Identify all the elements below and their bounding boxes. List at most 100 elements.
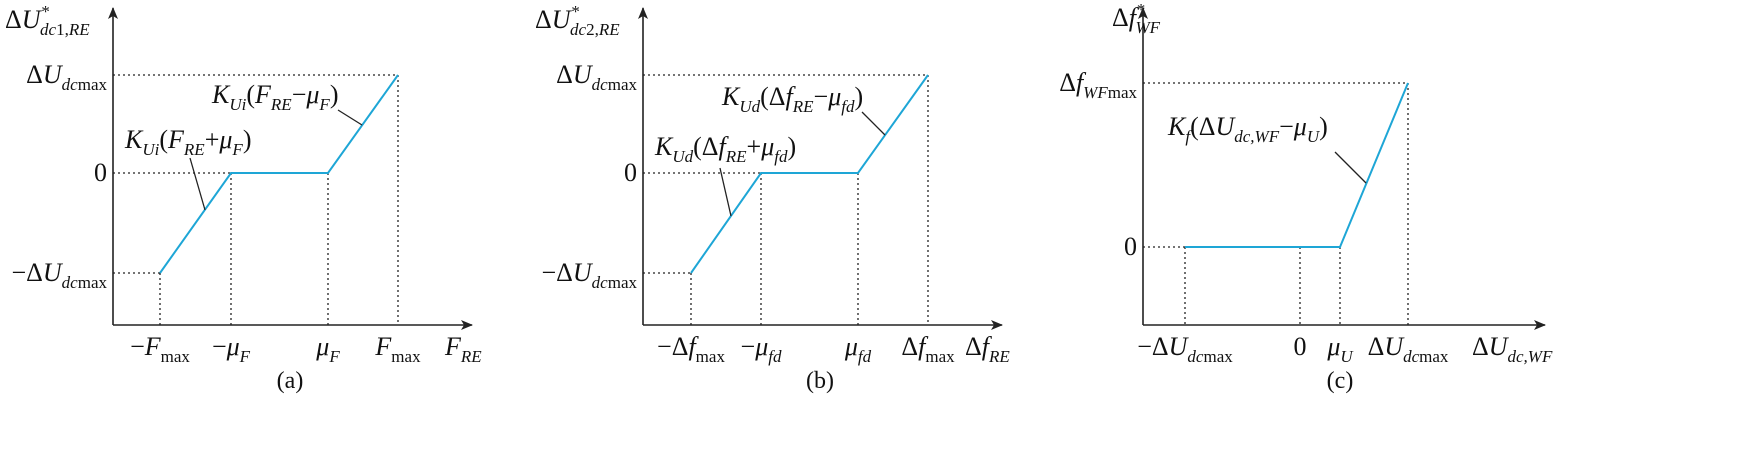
label-part: ( <box>159 125 168 154</box>
label-part: + <box>747 132 762 161</box>
annotation-pointer <box>189 157 206 211</box>
label-part: dc <box>1403 347 1420 366</box>
label-part: Δ <box>556 60 573 89</box>
label-part: f <box>688 332 699 361</box>
label-part: Ui <box>142 140 159 159</box>
y-axis-label: Δf* WF <box>1112 0 1161 37</box>
label-part: 0 <box>624 158 637 187</box>
label-part: f <box>1076 68 1087 97</box>
annotation-pointer <box>337 109 363 126</box>
label-part: Δ <box>965 332 982 361</box>
label-part: K <box>211 80 231 109</box>
label-part: Δ <box>5 5 22 34</box>
label-part: F <box>167 125 185 154</box>
label-part: F <box>328 347 340 366</box>
annotation: KUd(ΔfRE+μfd) <box>654 132 796 166</box>
label-part: (Δ <box>693 132 718 161</box>
label-part: −Δ <box>542 258 573 287</box>
y-tick-label: 0 <box>1124 232 1137 261</box>
label-part: U <box>1384 332 1405 361</box>
x-tick-label: −μF <box>212 332 251 366</box>
label-part: K <box>1167 112 1187 141</box>
label-part: max <box>391 347 421 366</box>
label-part: f <box>918 332 929 361</box>
x-axis-label: FRE <box>444 332 482 366</box>
label-part: μ <box>1326 332 1340 361</box>
label-part: U <box>573 60 594 89</box>
label-part: Δ <box>901 332 918 361</box>
label-part: Δ <box>26 60 43 89</box>
label-part: f <box>982 332 993 361</box>
label-part: fd <box>774 147 788 166</box>
label-part: max <box>78 273 108 292</box>
label-part: 0 <box>94 158 107 187</box>
x-tick-label: 0 <box>1294 332 1307 361</box>
label-part: U <box>22 5 43 34</box>
caption: (a) <box>277 368 304 394</box>
annotation: KUi(FRE+μF) <box>124 125 251 159</box>
x-tick-label: −Δfmax <box>657 332 725 366</box>
label-part: dc,WF <box>1234 127 1279 146</box>
label-part: 0 <box>1294 332 1307 361</box>
y-tick-label: 0 <box>94 158 107 187</box>
caption: (c) <box>1327 368 1354 394</box>
label-part: F <box>231 140 243 159</box>
label-part: fd <box>841 97 855 116</box>
label-part: F <box>444 332 462 361</box>
label-part: max <box>608 75 638 94</box>
label-part: * <box>41 2 50 21</box>
y-tick-label: ΔUdcmax <box>26 60 107 94</box>
label-part: U <box>1307 127 1321 146</box>
label-part: F <box>318 95 330 114</box>
label-part: μ <box>754 332 768 361</box>
label-part: U <box>1340 347 1354 366</box>
x-tick-label: μF <box>315 332 340 366</box>
label-part: F <box>374 332 392 361</box>
label-part: K <box>721 82 741 111</box>
label-part: dc <box>40 20 57 39</box>
annotation-pointer <box>1334 151 1367 184</box>
label-part: dc <box>592 75 609 94</box>
y-axis-label: ΔU* dc1,RE <box>5 2 90 39</box>
label-part: f <box>1129 3 1140 32</box>
label-part: RE <box>68 20 90 39</box>
label-part: RE <box>270 95 292 114</box>
label-part: RE <box>183 140 205 159</box>
label-part: − <box>741 332 756 361</box>
label-part: dc <box>62 75 79 94</box>
label-part: μ <box>218 125 232 154</box>
label-part: RE <box>988 347 1010 366</box>
x-axis-label: ΔUdc,WF <box>1472 332 1553 366</box>
label-part: Ui <box>229 95 246 114</box>
x-tick-label: −μfd <box>741 332 782 366</box>
label-part: U <box>552 5 573 34</box>
label-part: max <box>78 75 108 94</box>
label-part: dc <box>1187 347 1204 366</box>
label-part: RE <box>792 97 814 116</box>
annotation: KUi(FRE−μF) <box>211 80 338 114</box>
y-axis-label: ΔU* dc2,RE <box>535 2 620 39</box>
label-part: Ud <box>739 97 760 116</box>
label-part: μ <box>305 80 319 109</box>
label-part: 1, <box>56 20 69 39</box>
label-part: (Δ <box>760 82 785 111</box>
x-axis-label: ΔfRE <box>965 332 1010 366</box>
label-part: dc,WF <box>1508 347 1553 366</box>
label-part: fd <box>768 347 782 366</box>
label-part: U <box>573 258 594 287</box>
y-tick-label: ΔfWFmax <box>1059 68 1137 102</box>
label-part: 2, <box>586 20 599 39</box>
label-part: − <box>1279 112 1294 141</box>
label-part: U <box>43 60 64 89</box>
label-part: RE <box>598 20 620 39</box>
label-part: Ud <box>672 147 693 166</box>
x-tick-label: μfd <box>844 332 872 366</box>
label-part: fd <box>858 347 872 366</box>
label-part: U <box>1169 332 1190 361</box>
label-part: f <box>719 132 730 161</box>
y-tick-label: ΔUdcmax <box>556 60 637 94</box>
label-part: ) <box>243 125 252 154</box>
label-part: * <box>1136 0 1145 19</box>
